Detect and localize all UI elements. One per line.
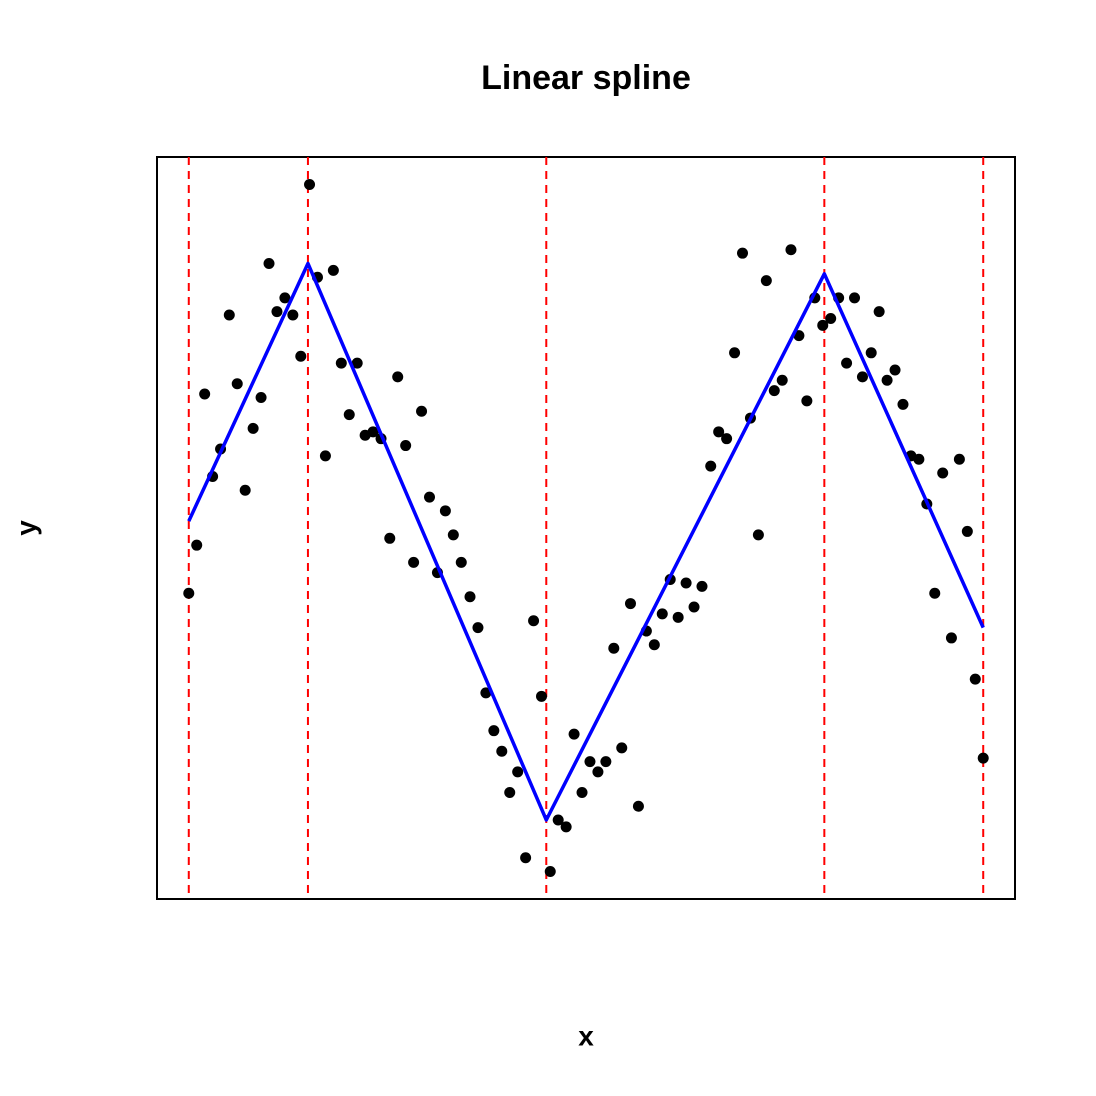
- point: [785, 244, 797, 256]
- point: [295, 350, 307, 362]
- x-axis-label: x: [578, 1020, 594, 1051]
- point: [480, 687, 492, 699]
- point: [632, 800, 644, 812]
- point: [624, 598, 636, 610]
- point: [953, 453, 965, 465]
- point: [865, 347, 877, 359]
- point: [367, 426, 379, 438]
- point: [584, 756, 596, 768]
- point: [656, 608, 668, 620]
- point: [271, 306, 283, 318]
- point: [752, 529, 764, 541]
- point: [721, 433, 733, 445]
- point: [568, 728, 580, 740]
- point: [343, 409, 355, 421]
- point: [279, 292, 291, 304]
- point: [319, 450, 331, 462]
- point: [600, 756, 612, 768]
- point: [239, 484, 251, 496]
- point: [247, 422, 259, 434]
- point: [945, 632, 957, 644]
- point: [977, 752, 989, 764]
- point: [937, 467, 949, 479]
- point: [825, 312, 837, 324]
- point: [512, 766, 524, 778]
- point: [897, 398, 909, 410]
- point: [760, 275, 772, 287]
- chart-title: Linear spline: [481, 59, 691, 97]
- point: [455, 556, 467, 568]
- point: [447, 529, 459, 541]
- point: [608, 642, 620, 654]
- point: [496, 745, 508, 757]
- point: [729, 347, 741, 359]
- point: [255, 391, 267, 403]
- point: [576, 787, 588, 799]
- point: [889, 364, 901, 376]
- point: [680, 577, 692, 589]
- point: [737, 247, 749, 259]
- point: [873, 306, 885, 318]
- point: [199, 388, 211, 400]
- point: [472, 622, 484, 634]
- point: [648, 639, 660, 651]
- point: [464, 591, 476, 603]
- point: [817, 319, 829, 331]
- point: [263, 257, 275, 269]
- point: [384, 532, 396, 544]
- point: [544, 866, 556, 878]
- point: [705, 460, 717, 472]
- point: [191, 539, 203, 551]
- point: [504, 787, 516, 799]
- point: [841, 357, 853, 369]
- point: [408, 556, 420, 568]
- point: [423, 491, 435, 503]
- plot-frame: [156, 156, 1016, 900]
- point: [327, 264, 339, 276]
- point: [929, 587, 941, 599]
- point: [688, 601, 700, 613]
- spline-fit: [187, 261, 985, 822]
- point: [488, 725, 500, 737]
- point: [696, 580, 708, 592]
- point: [801, 395, 813, 407]
- y-axis-label: y: [10, 520, 41, 536]
- point: [536, 690, 548, 702]
- point: [849, 292, 861, 304]
- point: [223, 309, 235, 321]
- point: [231, 378, 243, 390]
- point: [969, 673, 981, 685]
- point: [776, 374, 788, 386]
- point: [528, 615, 540, 627]
- point: [560, 821, 572, 833]
- point: [351, 357, 363, 369]
- point: [856, 371, 868, 383]
- point: [913, 453, 925, 465]
- point: [520, 852, 532, 864]
- point: [881, 374, 893, 386]
- point: [439, 505, 451, 517]
- point: [961, 525, 973, 537]
- point: [183, 587, 195, 599]
- point: [392, 371, 404, 383]
- point: [287, 309, 299, 321]
- point: [304, 178, 316, 190]
- point: [400, 440, 412, 452]
- point: [552, 814, 564, 826]
- point: [768, 385, 780, 397]
- point: [416, 405, 428, 417]
- point: [713, 426, 725, 438]
- point: [592, 766, 604, 778]
- point: [335, 357, 347, 369]
- point: [672, 611, 684, 623]
- point: [616, 742, 628, 754]
